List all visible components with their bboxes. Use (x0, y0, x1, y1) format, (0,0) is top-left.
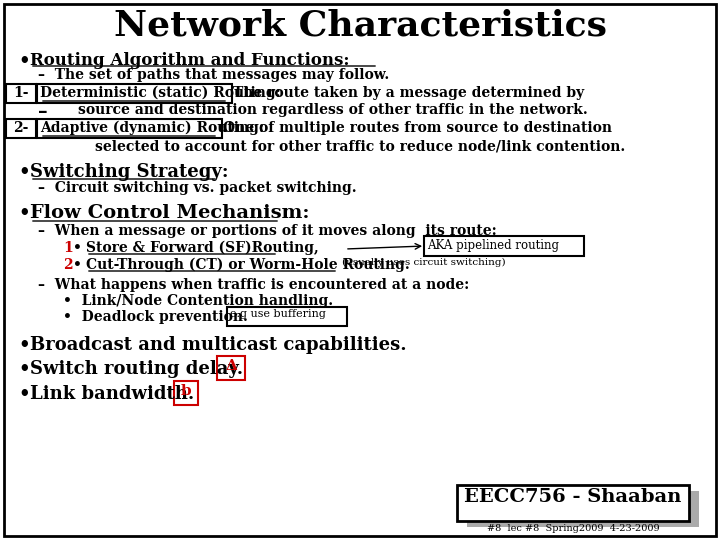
Text: Adaptive (dynamic) Routing:: Adaptive (dynamic) Routing: (40, 121, 264, 136)
Text: •: • (18, 385, 30, 403)
Text: b: b (181, 384, 192, 398)
Text: 2-: 2- (13, 121, 29, 135)
FancyBboxPatch shape (217, 356, 245, 380)
Text: •  Link/Node Contention handling.: • Link/Node Contention handling. (63, 294, 333, 308)
FancyBboxPatch shape (174, 381, 198, 405)
Text: source and destination regardless of other traffic in the network.: source and destination regardless of oth… (78, 103, 588, 117)
Text: Network Characteristics: Network Characteristics (114, 8, 606, 42)
Text: Cut-Through (CT) or Worm-Hole Routing.: Cut-Through (CT) or Worm-Hole Routing. (86, 258, 410, 272)
FancyBboxPatch shape (4, 4, 716, 536)
Text: •: • (18, 360, 30, 378)
FancyBboxPatch shape (467, 491, 699, 527)
Text: 1: 1 (63, 241, 73, 255)
Text: Δ: Δ (225, 359, 237, 373)
FancyBboxPatch shape (37, 119, 222, 138)
Text: –  What happens when traffic is encountered at a node:: – What happens when traffic is encounter… (38, 278, 469, 292)
Text: Link bandwidth.: Link bandwidth. (30, 385, 194, 403)
Text: –  Circuit switching vs. packet switching.: – Circuit switching vs. packet switching… (38, 181, 356, 195)
FancyBboxPatch shape (227, 307, 347, 326)
Text: One of multiple routes from source to destination: One of multiple routes from source to de… (223, 121, 612, 135)
Text: Switch routing delay.: Switch routing delay. (30, 360, 243, 378)
FancyBboxPatch shape (6, 119, 36, 138)
FancyBboxPatch shape (6, 84, 36, 103)
Text: EECC756 - Shaaban: EECC756 - Shaaban (464, 488, 682, 506)
Text: •: • (18, 163, 30, 181)
Text: Broadcast and multicast capabilities.: Broadcast and multicast capabilities. (30, 336, 407, 354)
FancyBboxPatch shape (424, 236, 584, 256)
Text: •: • (73, 258, 91, 272)
Text: •  Deadlock prevention.: • Deadlock prevention. (63, 310, 248, 324)
Text: Switching Strategy:: Switching Strategy: (30, 163, 228, 181)
FancyBboxPatch shape (457, 485, 689, 521)
Text: (usually uses circuit switching): (usually uses circuit switching) (342, 258, 505, 267)
Text: #8  lec #8  Spring2009  4-23-2009: #8 lec #8 Spring2009 4-23-2009 (487, 524, 660, 533)
Text: •: • (73, 241, 91, 255)
Text: •: • (18, 336, 30, 354)
Text: –  When a message or portions of it moves along  its route:: – When a message or portions of it moves… (38, 224, 497, 238)
Text: 2: 2 (63, 258, 73, 272)
Text: AKA pipelined routing: AKA pipelined routing (427, 239, 559, 252)
Text: e.g use buffering: e.g use buffering (230, 309, 326, 319)
Text: Flow Control Mechanism:: Flow Control Mechanism: (30, 204, 310, 222)
Text: The route taken by a message determined by: The route taken by a message determined … (233, 86, 584, 100)
Text: Store & Forward (SF)Routing,: Store & Forward (SF)Routing, (86, 241, 319, 255)
Text: •: • (18, 204, 30, 222)
Text: •: • (18, 52, 30, 70)
Text: Deterministic (static) Routing:: Deterministic (static) Routing: (40, 86, 281, 100)
FancyBboxPatch shape (37, 84, 232, 103)
Text: –  The set of paths that messages may follow.: – The set of paths that messages may fol… (38, 68, 390, 82)
Text: 1-: 1- (13, 86, 29, 100)
Text: Routing Algorithm and Functions:: Routing Algorithm and Functions: (30, 52, 349, 69)
Text: selected to account for other traffic to reduce node/link contention.: selected to account for other traffic to… (95, 139, 625, 153)
Text: –: – (38, 103, 48, 121)
